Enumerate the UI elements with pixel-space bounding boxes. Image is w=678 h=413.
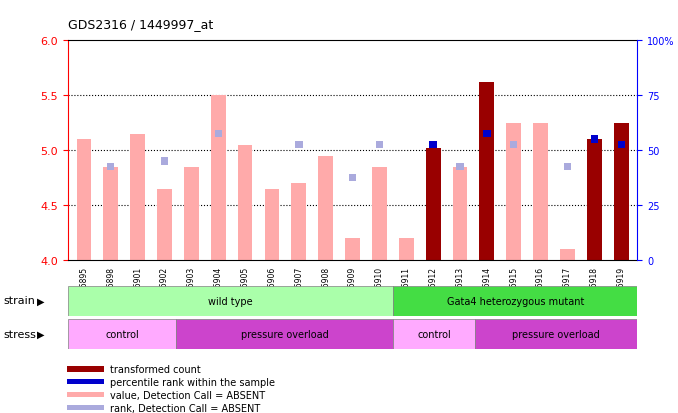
Text: Gata4 heterozygous mutant: Gata4 heterozygous mutant bbox=[447, 296, 584, 306]
Bar bbox=[66, 379, 104, 385]
Bar bbox=[68, 319, 176, 349]
Bar bbox=[238, 145, 252, 260]
Bar bbox=[533, 123, 548, 260]
Bar bbox=[564, 163, 571, 171]
Bar bbox=[345, 238, 360, 260]
Bar bbox=[211, 96, 226, 260]
Text: GDS2316 / 1449997_at: GDS2316 / 1449997_at bbox=[68, 18, 213, 31]
Bar bbox=[372, 167, 387, 260]
Bar bbox=[510, 141, 517, 149]
Bar bbox=[618, 141, 625, 149]
Bar bbox=[295, 141, 302, 149]
Text: strain: strain bbox=[3, 296, 35, 306]
Bar bbox=[587, 140, 602, 260]
Text: pressure overload: pressure overload bbox=[241, 329, 329, 339]
Bar bbox=[429, 141, 437, 149]
Bar bbox=[591, 136, 598, 144]
Text: stress: stress bbox=[3, 329, 36, 339]
Bar bbox=[614, 123, 629, 260]
Bar bbox=[103, 167, 118, 260]
Bar bbox=[77, 140, 92, 260]
Bar bbox=[68, 286, 393, 316]
Text: pressure overload: pressure overload bbox=[512, 329, 600, 339]
Bar bbox=[176, 319, 393, 349]
Bar bbox=[161, 158, 168, 166]
Bar bbox=[66, 366, 104, 372]
Bar bbox=[475, 319, 637, 349]
Bar bbox=[393, 286, 637, 316]
Bar bbox=[349, 174, 356, 182]
Bar bbox=[318, 156, 333, 260]
Bar bbox=[157, 189, 172, 260]
Bar bbox=[399, 238, 414, 260]
Bar bbox=[393, 319, 475, 349]
Text: control: control bbox=[417, 329, 451, 339]
Bar bbox=[264, 189, 279, 260]
Bar bbox=[292, 183, 306, 260]
Bar bbox=[66, 405, 104, 411]
Bar bbox=[376, 141, 383, 149]
Bar bbox=[214, 131, 222, 138]
Text: ▶: ▶ bbox=[37, 296, 45, 306]
Text: wild type: wild type bbox=[208, 296, 253, 306]
Bar bbox=[456, 163, 464, 171]
Text: value, Detection Call = ABSENT: value, Detection Call = ABSENT bbox=[111, 390, 266, 400]
Bar bbox=[66, 392, 104, 397]
Bar bbox=[426, 149, 441, 260]
Bar bbox=[506, 123, 521, 260]
Text: rank, Detection Call = ABSENT: rank, Detection Call = ABSENT bbox=[111, 403, 260, 413]
Text: percentile rank within the sample: percentile rank within the sample bbox=[111, 377, 275, 387]
Bar bbox=[453, 167, 467, 260]
Bar bbox=[130, 134, 145, 260]
Text: control: control bbox=[105, 329, 139, 339]
Bar bbox=[107, 163, 115, 171]
Bar bbox=[479, 83, 494, 260]
Bar bbox=[184, 167, 199, 260]
Bar bbox=[483, 131, 491, 138]
Text: ▶: ▶ bbox=[37, 329, 45, 339]
Text: transformed count: transformed count bbox=[111, 364, 201, 374]
Bar bbox=[560, 249, 575, 260]
